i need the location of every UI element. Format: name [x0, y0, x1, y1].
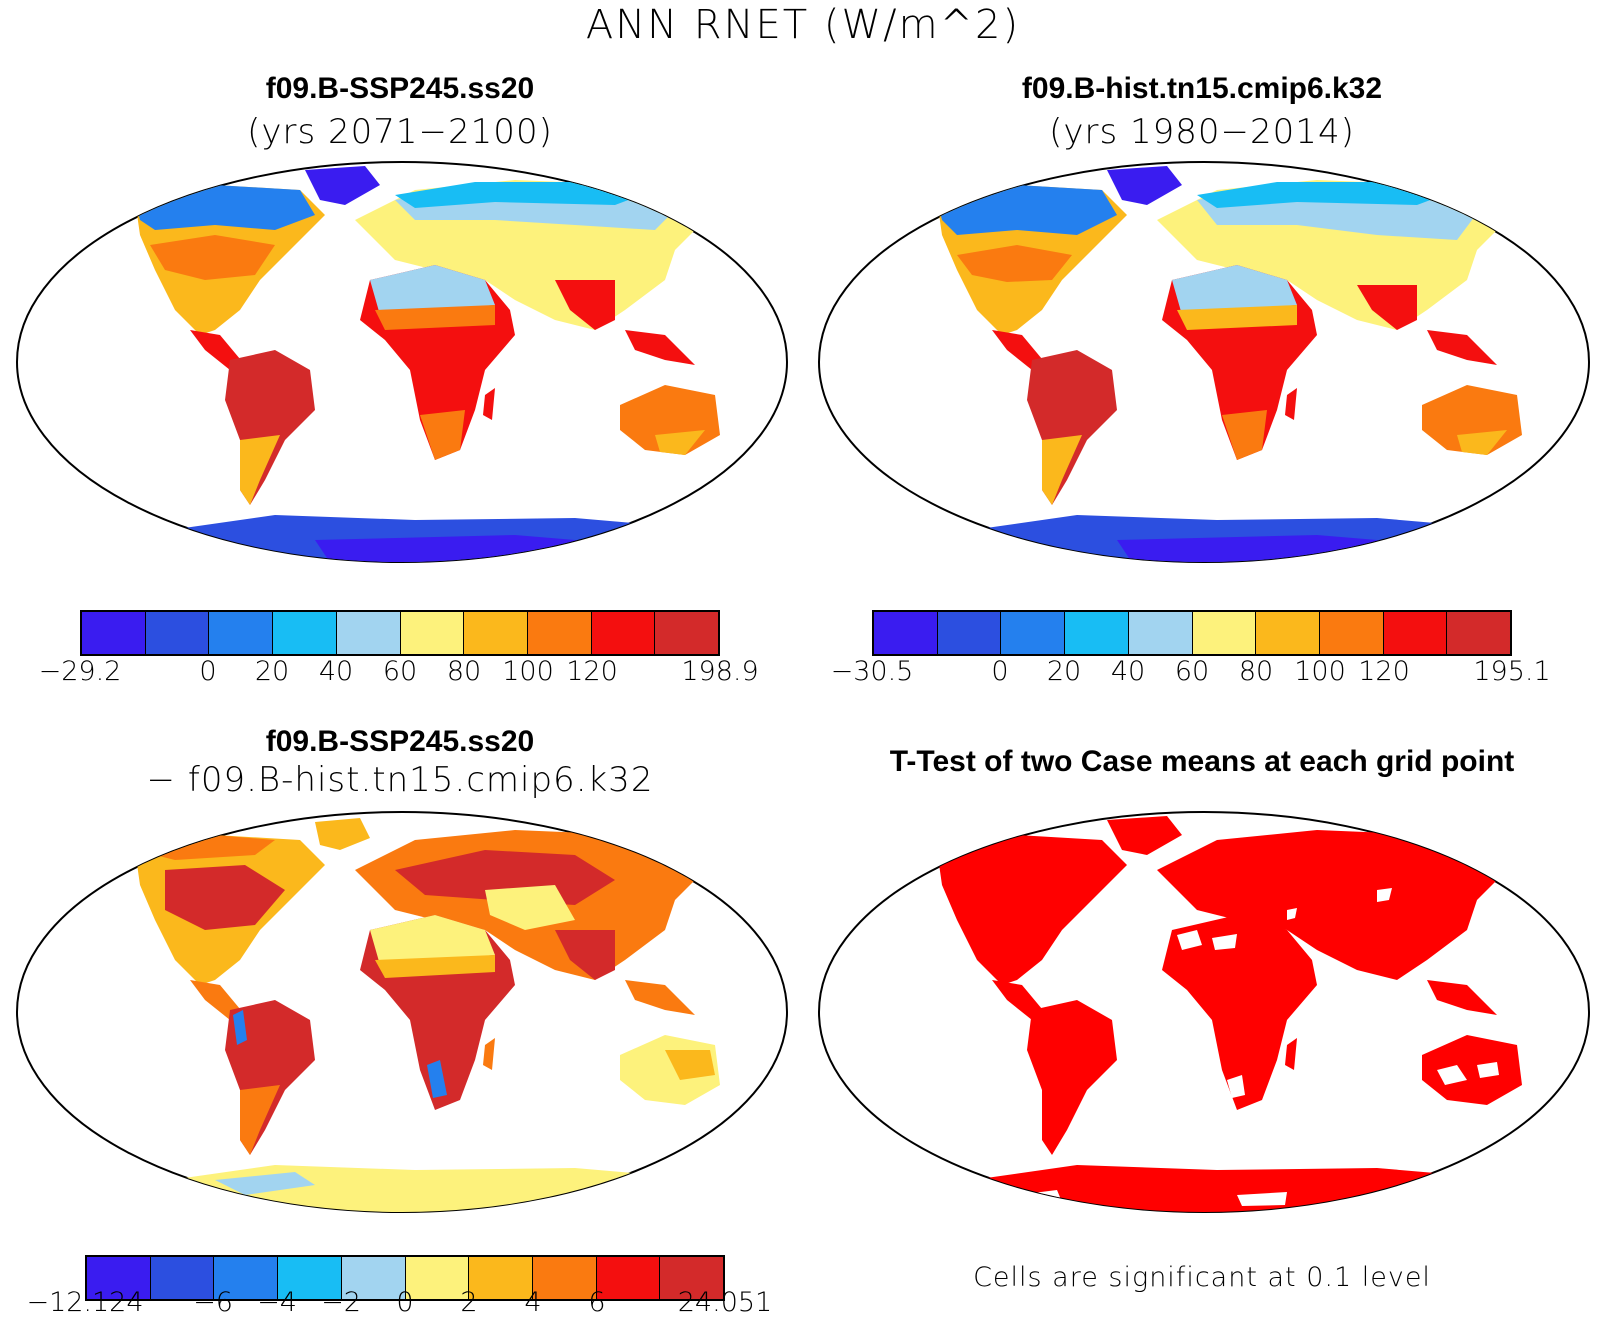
colorbar-segment — [209, 612, 274, 654]
colorbar-segment — [150, 1257, 215, 1299]
panel4-map — [818, 811, 1590, 1213]
panel3-map — [16, 811, 788, 1213]
colorbar-label: −30.5 — [830, 656, 914, 687]
colorbar-label: 120 — [566, 656, 618, 687]
colorbar-label: −6 — [193, 1287, 233, 1318]
colorbar-label: 0 — [396, 1287, 414, 1318]
colorbar-segment — [655, 612, 719, 654]
colorbar-segment — [1192, 612, 1257, 654]
colorbar-label: 60 — [382, 656, 418, 687]
colorbar-segment — [532, 1257, 597, 1299]
panel1-title: f09.B-SSP245.ss20 — [265, 72, 535, 105]
panel2-title: f09.B-hist.tn15.cmip6.k32 — [1021, 72, 1383, 105]
colorbar-segment — [596, 1257, 661, 1299]
colorbar-label: 6 — [588, 1287, 606, 1318]
panel4-title: T-Test of two Case means at each grid po… — [889, 745, 1515, 778]
colorbar-segment — [1065, 612, 1129, 654]
panel1-subtitle: (yrs 2071−2100) — [247, 112, 553, 152]
colorbar-segment — [278, 1257, 342, 1299]
colorbar-label: −4 — [257, 1287, 297, 1318]
colorbar-label: 60 — [1174, 656, 1210, 687]
land-fields — [115, 818, 735, 1212]
colorbar-segment — [1319, 612, 1384, 654]
land-fields — [115, 166, 735, 562]
colorbar-segment — [273, 612, 337, 654]
colorbar-segment — [527, 612, 592, 654]
colorbar-label: 0 — [199, 656, 217, 687]
colorbar-label: 40 — [318, 656, 354, 687]
colorbar-label: −29.2 — [38, 656, 122, 687]
significance-footnote: Cells are significant at 0.1 level — [973, 1262, 1431, 1293]
panel2-colorbar-labels: −30.5 0 20 40 60 80 100 120 195.1 — [831, 656, 1551, 692]
colorbar-label: 4 — [524, 1287, 542, 1318]
colorbar-segment — [1256, 612, 1320, 654]
colorbar-segment — [1383, 612, 1448, 654]
colorbar-segment — [464, 612, 528, 654]
colorbar-segment — [400, 612, 465, 654]
colorbar-segment — [660, 1257, 724, 1299]
colorbar-label: 2 — [460, 1287, 478, 1318]
panel2-colorbar — [872, 610, 1512, 656]
colorbar-segment — [336, 612, 401, 654]
colorbar-label: −12.124 — [26, 1287, 144, 1318]
colorbar-segment — [214, 1257, 279, 1299]
colorbar-segment — [1128, 612, 1193, 654]
colorbar-segment — [591, 612, 656, 654]
colorbar-segment — [1001, 612, 1066, 654]
colorbar-segment — [341, 1257, 406, 1299]
panel1-colorbar-labels: −29.2 0 20 40 60 80 100 120 198.9 — [39, 656, 759, 692]
colorbar-label: −2 — [321, 1287, 361, 1318]
colorbar-segment — [405, 1257, 470, 1299]
colorbar-label: 120 — [1358, 656, 1410, 687]
panel3-title: f09.B-SSP245.ss20 — [265, 725, 535, 758]
panel2-map — [818, 161, 1590, 563]
panel3-subtitle: − f09.B-hist.tn15.cmip6.k32 — [146, 760, 654, 800]
colorbar-segment — [82, 612, 146, 654]
panel1-map — [16, 161, 788, 563]
colorbar-label: 20 — [254, 656, 290, 687]
panel3-colorbar — [85, 1255, 725, 1301]
colorbar-label: 80 — [446, 656, 482, 687]
colorbar-label: 0 — [991, 656, 1009, 687]
panel1-colorbar — [80, 610, 720, 656]
colorbar-label: 80 — [1238, 656, 1274, 687]
colorbar-segment — [1447, 612, 1511, 654]
figure-title: ANN RNET (W/m^2) — [585, 2, 1021, 48]
colorbar-segment — [874, 612, 938, 654]
colorbar-label: 24.051 — [677, 1287, 773, 1318]
colorbar-label: 20 — [1046, 656, 1082, 687]
colorbar-segment — [87, 1257, 151, 1299]
colorbar-segment — [937, 612, 1002, 654]
land-fields — [917, 166, 1537, 562]
panel2-subtitle: (yrs 1980−2014) — [1049, 112, 1355, 152]
colorbar-label: 198.9 — [681, 656, 759, 687]
colorbar-segment — [145, 612, 210, 654]
colorbar-label: 100 — [502, 656, 554, 687]
colorbar-label: 195.1 — [1473, 656, 1551, 687]
colorbar-label: 100 — [1294, 656, 1346, 687]
colorbar-label: 40 — [1110, 656, 1146, 687]
panel3-colorbar-labels: −12.124 −6 −4 −2 0 2 4 6 24.051 — [26, 1287, 772, 1323]
colorbar-segment — [469, 1257, 533, 1299]
